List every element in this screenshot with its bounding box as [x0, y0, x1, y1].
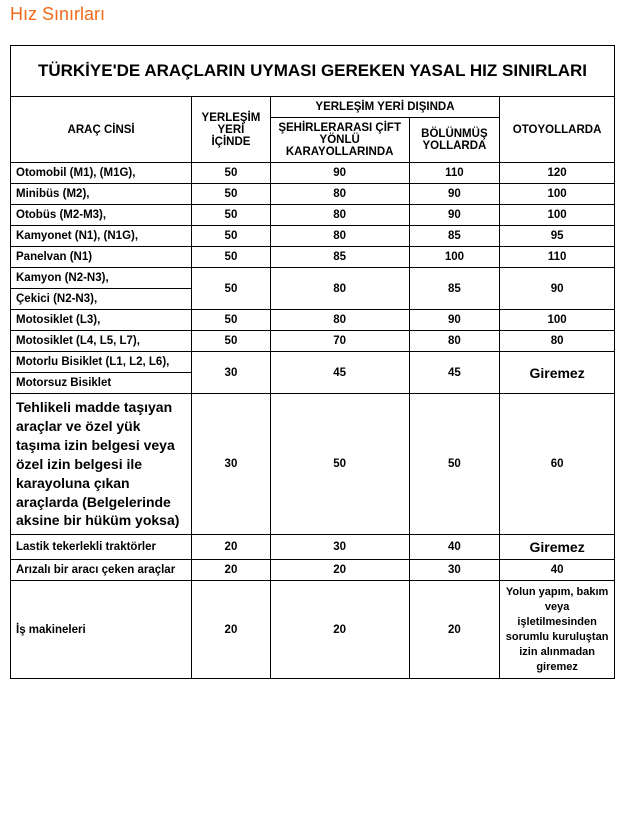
cell: 20	[409, 581, 500, 679]
cell: 50	[192, 226, 271, 247]
col-outside-group: YERLEŞİM YERİ DIŞINDA	[270, 97, 500, 118]
cell: 50	[192, 247, 271, 268]
table-row: Lastik tekerlekli traktörler 20 30 40 Gi…	[11, 535, 615, 560]
cell: 50	[192, 310, 271, 331]
cell: 50	[192, 205, 271, 226]
cell: 50	[192, 163, 271, 184]
cell: 110	[409, 163, 500, 184]
cell: 60	[500, 394, 615, 535]
col-intercity: ŞEHİRLERARASI ÇİFT YÖNLÜ KARAYOLLARINDA	[270, 118, 409, 163]
cell: 95	[500, 226, 615, 247]
cell: 20	[270, 560, 409, 581]
cell: 110	[500, 247, 615, 268]
cell: Giremez	[500, 535, 615, 560]
table-row: Motorlu Bisiklet (L1, L2, L6), 30 45 45 …	[11, 352, 615, 373]
table-title: TÜRKİYE'DE ARAÇLARIN UYMASI GEREKEN YASA…	[11, 46, 615, 97]
table-row: Arızalı bir aracı çeken araçlar 20 20 30…	[11, 560, 615, 581]
cell: 45	[409, 352, 500, 394]
cell: Giremez	[500, 352, 615, 394]
cell: 100	[500, 184, 615, 205]
cell: 20	[192, 535, 271, 560]
row-label: Otomobil (M1), (M1G),	[11, 163, 192, 184]
row-label: Arızalı bir aracı çeken araçlar	[11, 560, 192, 581]
speed-limits-table: TÜRKİYE'DE ARAÇLARIN UYMASI GEREKEN YASA…	[10, 45, 615, 679]
row-label: Minibüs (M2),	[11, 184, 192, 205]
cell: 80	[270, 310, 409, 331]
cell: 50	[192, 331, 271, 352]
cell: Yolun yapım, bakım veya işletilmesinden …	[500, 581, 615, 679]
cell: 20	[192, 581, 271, 679]
table-row: Otobüs (M2-M3), 50 80 90 100	[11, 205, 615, 226]
cell: 90	[500, 268, 615, 310]
row-label: Motosiklet (L3),	[11, 310, 192, 331]
row-label: Motorsuz Bisiklet	[11, 373, 192, 394]
table-row: Kamyonet (N1), (N1G), 50 80 85 95	[11, 226, 615, 247]
row-label: Panelvan (N1)	[11, 247, 192, 268]
cell: 85	[409, 226, 500, 247]
row-label: Otobüs (M2-M3),	[11, 205, 192, 226]
table-row: Panelvan (N1) 50 85 100 110	[11, 247, 615, 268]
cell: 50	[270, 394, 409, 535]
cell: 45	[270, 352, 409, 394]
table-row: Otomobil (M1), (M1G), 50 90 110 120	[11, 163, 615, 184]
row-label: Motosiklet (L4, L5, L7),	[11, 331, 192, 352]
row-label: Kamyon (N2-N3),	[11, 268, 192, 289]
cell: 30	[409, 560, 500, 581]
col-highway: OTOYOLLARDA	[500, 97, 615, 163]
cell: 30	[192, 394, 271, 535]
cell: 90	[409, 184, 500, 205]
page-heading: Hız Sınırları	[10, 4, 615, 25]
cell: 90	[409, 205, 500, 226]
cell: 100	[500, 310, 615, 331]
cell: 20	[270, 581, 409, 679]
cell: 40	[500, 560, 615, 581]
cell: 80	[270, 205, 409, 226]
row-label: Motorlu Bisiklet (L1, L2, L6),	[11, 352, 192, 373]
row-label: Tehlikeli madde taşıyan araçlar ve özel …	[11, 394, 192, 535]
cell: 100	[500, 205, 615, 226]
cell: 90	[270, 163, 409, 184]
cell: 80	[500, 331, 615, 352]
table-row: Minibüs (M2), 50 80 90 100	[11, 184, 615, 205]
cell: 20	[192, 560, 271, 581]
cell: 50	[192, 184, 271, 205]
cell: 40	[409, 535, 500, 560]
cell: 90	[409, 310, 500, 331]
row-label: İş makineleri	[11, 581, 192, 679]
cell: 70	[270, 331, 409, 352]
row-label: Çekici (N2-N3),	[11, 289, 192, 310]
row-label: Lastik tekerlekli traktörler	[11, 535, 192, 560]
col-divided: BÖLÜNMÜŞ YOLLARDA	[409, 118, 500, 163]
cell: 50	[409, 394, 500, 535]
col-inside: YERLEŞİM YERİ İÇİNDE	[192, 97, 271, 163]
table-row: İş makineleri 20 20 20 Yolun yapım, bakı…	[11, 581, 615, 679]
cell: 85	[270, 247, 409, 268]
cell: 30	[270, 535, 409, 560]
row-label: Kamyonet (N1), (N1G),	[11, 226, 192, 247]
cell: 100	[409, 247, 500, 268]
cell: 50	[192, 268, 271, 310]
table-row: Kamyon (N2-N3), 50 80 85 90	[11, 268, 615, 289]
table-row: Motosiklet (L3), 50 80 90 100	[11, 310, 615, 331]
cell: 80	[270, 184, 409, 205]
col-vehicle: ARAÇ CİNSİ	[11, 97, 192, 163]
cell: 30	[192, 352, 271, 394]
cell: 80	[270, 226, 409, 247]
cell: 80	[409, 331, 500, 352]
cell: 120	[500, 163, 615, 184]
table-row: Tehlikeli madde taşıyan araçlar ve özel …	[11, 394, 615, 535]
cell: 85	[409, 268, 500, 310]
cell: 80	[270, 268, 409, 310]
table-row: Motosiklet (L4, L5, L7), 50 70 80 80	[11, 331, 615, 352]
